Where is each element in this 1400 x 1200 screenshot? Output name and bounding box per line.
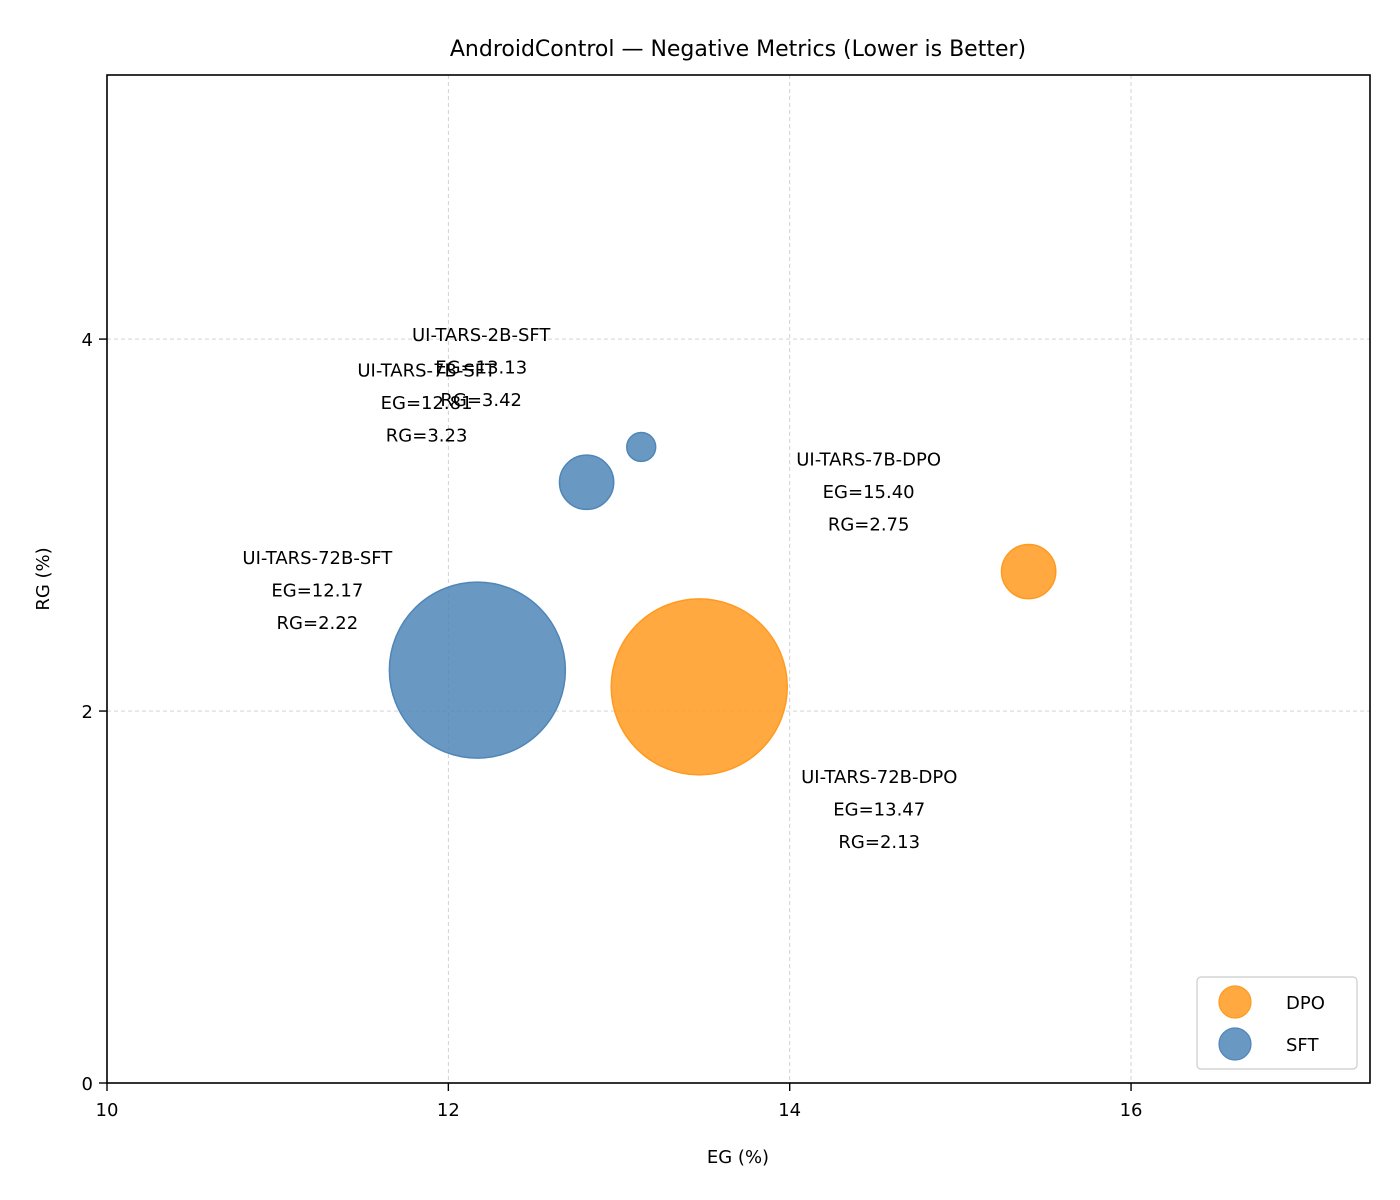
annotation-ui-tars-2b-sft: UI-TARS-2B-SFT xyxy=(412,325,551,346)
y-tick-label: 0 xyxy=(82,1074,93,1095)
data-annotations: UI-TARS-72B-DPO EG=13.47 RG=2.13 UI-TARS-7B… xyxy=(242,325,957,853)
point-ui-tars-72b-dpo xyxy=(610,598,788,776)
chart-title: AndroidControl — Negative Metrics (Lower… xyxy=(450,37,1026,62)
point-ui-tars-7b-dpo xyxy=(1000,543,1057,600)
annotation-ui-tars-72b-dpo: RG=2.13 xyxy=(838,832,920,853)
x-axis-label: EG (%) xyxy=(707,1147,769,1168)
x-tick-label: 12 xyxy=(437,1100,460,1121)
annotation-ui-tars-7b-sft: UI-TARS-7B-SFT xyxy=(357,360,496,381)
plot-frame xyxy=(106,74,1371,1084)
annotation-ui-tars-7b-dpo: EG=15.40 xyxy=(823,482,915,503)
gridlines xyxy=(107,75,1370,1083)
legend: DPO SFT xyxy=(1196,976,1358,1070)
annotation-ui-tars-7b-sft: EG=12.81 xyxy=(381,393,473,414)
data-points xyxy=(388,431,1057,776)
annotation-ui-tars-72b-dpo: EG=13.47 xyxy=(833,799,925,820)
x-tick-label: 14 xyxy=(778,1100,801,1121)
x-tick-label: 10 xyxy=(96,1100,119,1121)
annotation-ui-tars-72b-sft: UI-TARS-72B-SFT xyxy=(242,548,393,569)
y-axis-label: RG (%) xyxy=(33,547,54,610)
point-ui-tars-2b-sft xyxy=(626,431,657,463)
point-ui-tars-7b-sft xyxy=(558,454,615,511)
point-ui-tars-72b-sft xyxy=(388,581,567,759)
y-tick-label: 2 xyxy=(82,702,93,723)
legend-label-sft: SFT xyxy=(1286,1035,1319,1056)
annotation-ui-tars-72b-dpo: UI-TARS-72B-DPO xyxy=(801,767,957,788)
legend-frame xyxy=(1196,976,1358,1070)
annotation-ui-tars-7b-dpo: RG=2.75 xyxy=(828,515,910,536)
x-tick-label: 16 xyxy=(1120,1100,1143,1121)
annotation-ui-tars-7b-dpo: UI-TARS-7B-DPO xyxy=(796,450,941,471)
x-axis-ticks: 10 12 14 16 xyxy=(96,1083,1143,1121)
annotation-ui-tars-72b-sft: RG=2.22 xyxy=(277,613,359,634)
legend-label-dpo: DPO xyxy=(1286,993,1325,1014)
annotation-ui-tars-2b-sft: RG=3.42 xyxy=(440,390,522,411)
annotation-ui-tars-2b-sft: EG=13.13 xyxy=(435,357,527,378)
annotation-ui-tars-72b-sft: EG=12.17 xyxy=(271,581,363,602)
annotation-ui-tars-7b-sft: RG=3.23 xyxy=(386,425,468,446)
legend-marker-sft xyxy=(1218,1027,1252,1061)
y-tick-label: 4 xyxy=(82,330,93,351)
y-axis-ticks: 0 2 4 xyxy=(82,330,107,1095)
legend-marker-dpo xyxy=(1218,985,1252,1019)
